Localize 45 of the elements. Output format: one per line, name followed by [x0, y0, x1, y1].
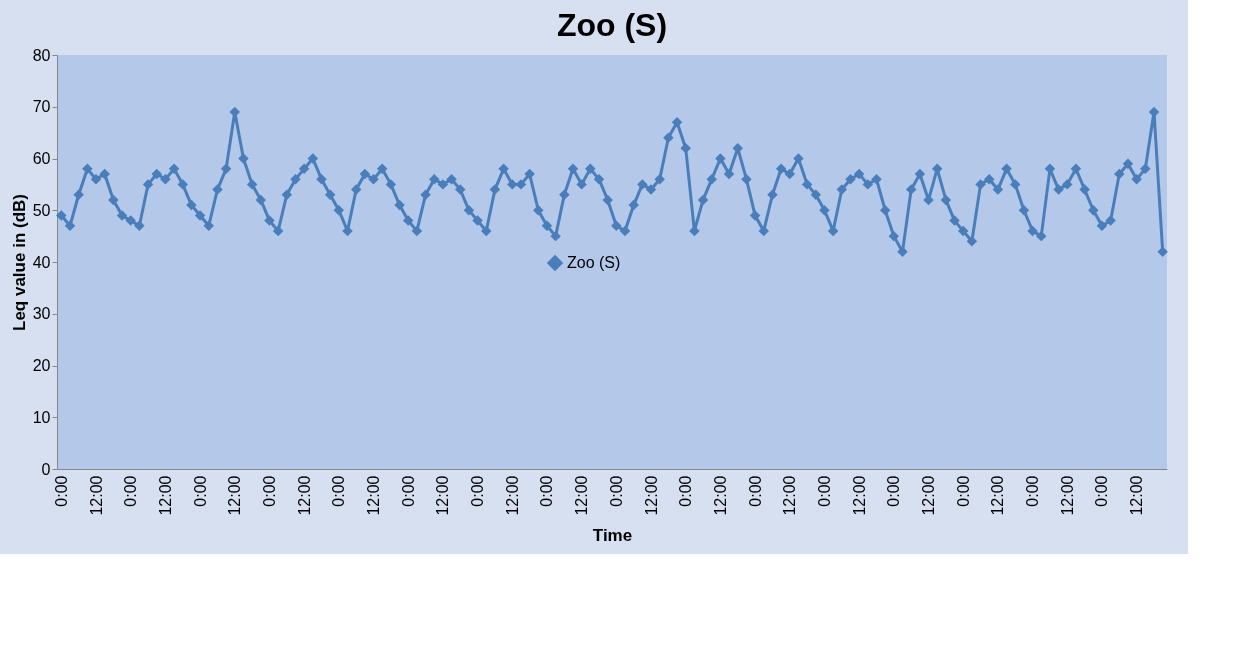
y-tick-label: 30 — [32, 305, 51, 323]
x-tick-label: 0:00 — [677, 475, 695, 507]
y-tick-label: 20 — [32, 357, 51, 374]
y-tick-label: 60 — [32, 150, 51, 167]
x-tick-label: 0:00 — [469, 475, 487, 507]
x-tick-label: 12:00 — [503, 475, 521, 516]
x-tick-label: 12:00 — [573, 475, 591, 516]
x-tick-label: 0:00 — [260, 475, 278, 507]
x-tick-label: 12:00 — [1128, 475, 1146, 516]
x-tick-label: 0:00 — [607, 475, 625, 507]
x-tick-label: 12:00 — [365, 475, 383, 516]
x-tick-label: 0:00 — [538, 475, 556, 507]
x-tick-label: 0:00 — [746, 475, 764, 507]
y-tick-label: 10 — [32, 408, 51, 426]
x-axis-title: Time — [592, 525, 633, 545]
x-tick-label: 0:00 — [954, 475, 972, 507]
y-tick-label: 50 — [32, 201, 51, 219]
x-tick-label: 0:00 — [52, 475, 70, 507]
x-tick-label: 12:00 — [711, 475, 729, 516]
x-tick-label: 12:00 — [642, 475, 660, 516]
chart-title: Zoo (S) — [556, 7, 668, 43]
x-tick-label: 12:00 — [850, 475, 868, 516]
x-tick-label: 12:00 — [920, 475, 938, 516]
x-tick-label: 0:00 — [1024, 475, 1042, 507]
legend-label: Zoo (S) — [567, 254, 621, 271]
x-tick-label: 0:00 — [815, 475, 833, 507]
x-tick-label: 0:00 — [191, 475, 209, 507]
y-tick-label: 40 — [32, 253, 51, 271]
x-tick-label: 12:00 — [434, 475, 452, 516]
x-tick-label: 12:00 — [989, 475, 1007, 516]
x-tick-label: 12:00 — [295, 475, 313, 516]
x-tick-label: 0:00 — [399, 475, 417, 507]
x-tick-label: 12:00 — [87, 475, 105, 516]
y-tick-label: 0 — [41, 460, 51, 478]
x-tick-label: 0:00 — [122, 475, 140, 507]
x-tick-label: 0:00 — [330, 475, 348, 507]
x-tick-label: 12:00 — [781, 475, 799, 516]
x-tick-label: 12:00 — [156, 475, 174, 516]
y-axis-title: Leq value in (dB) — [9, 194, 29, 331]
x-tick-label: 0:00 — [1093, 475, 1111, 507]
x-tick-label: 12:00 — [226, 475, 244, 516]
y-tick-label: 70 — [32, 98, 51, 116]
y-tick-label: 80 — [32, 46, 51, 64]
x-tick-label: 12:00 — [1058, 475, 1076, 516]
x-tick-label: 0:00 — [885, 475, 903, 507]
